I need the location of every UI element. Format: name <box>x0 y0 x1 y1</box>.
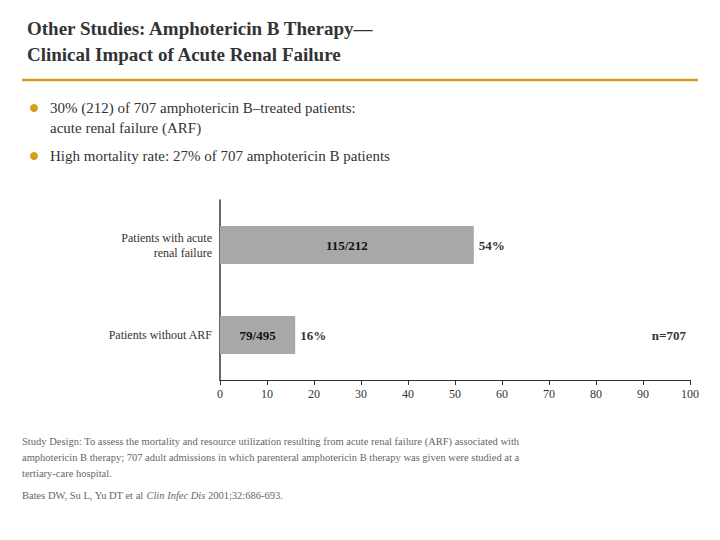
svg-text:50: 50 <box>449 387 461 401</box>
svg-text:30: 30 <box>355 387 367 401</box>
svg-text:60: 60 <box>496 387 508 401</box>
svg-text:Patients with acute: Patients with acute <box>121 231 212 245</box>
svg-text:Study Design: To assess the mo: Study Design: To assess the mortality an… <box>22 436 520 448</box>
svg-text:16%: 16% <box>300 328 326 343</box>
svg-text:20: 20 <box>308 387 320 401</box>
svg-text:79/495: 79/495 <box>240 328 277 343</box>
svg-text:Patients without ARF: Patients without ARF <box>109 328 213 342</box>
svg-text:amphotericin B therapy; 707 ad: amphotericin B therapy; 707 adult admiss… <box>22 452 519 463</box>
svg-text:2001;32:686-693.: 2001;32:686-693. <box>205 490 283 501</box>
svg-text:90: 90 <box>637 387 649 401</box>
svg-text:70: 70 <box>543 387 555 401</box>
svg-text:54%: 54% <box>479 238 505 253</box>
svg-text:tertiary-care hospital.: tertiary-care hospital. <box>22 468 112 479</box>
svg-text:115/212: 115/212 <box>326 238 368 253</box>
svg-text:acute renal failure (ARF): acute renal failure (ARF) <box>50 120 201 137</box>
svg-text:n=707: n=707 <box>652 328 687 343</box>
svg-text:0: 0 <box>217 387 223 401</box>
svg-text:40: 40 <box>402 387 414 401</box>
svg-text:Clin Infec Dis: Clin Infec Dis <box>146 490 205 501</box>
svg-text:80: 80 <box>590 387 602 401</box>
svg-text:Other Studies: Amphotericin B: Other Studies: Amphotericin B Therapy— <box>27 18 374 39</box>
svg-text:renal failure: renal failure <box>154 246 212 260</box>
svg-text:100: 100 <box>681 387 699 401</box>
svg-text:Bates DW, Su L, Yu DT et al: Bates DW, Su L, Yu DT et al <box>22 490 146 501</box>
svg-text:Clinical Impact of Acute Renal: Clinical Impact of Acute Renal Failure <box>27 44 341 65</box>
svg-text:10: 10 <box>261 387 273 401</box>
svg-text:30% (212) of 707 amphotericin: 30% (212) of 707 amphotericin B–treated … <box>50 100 356 117</box>
svg-text:High mortality rate: 27% of 70: High mortality rate: 27% of 707 amphoter… <box>50 148 390 164</box>
